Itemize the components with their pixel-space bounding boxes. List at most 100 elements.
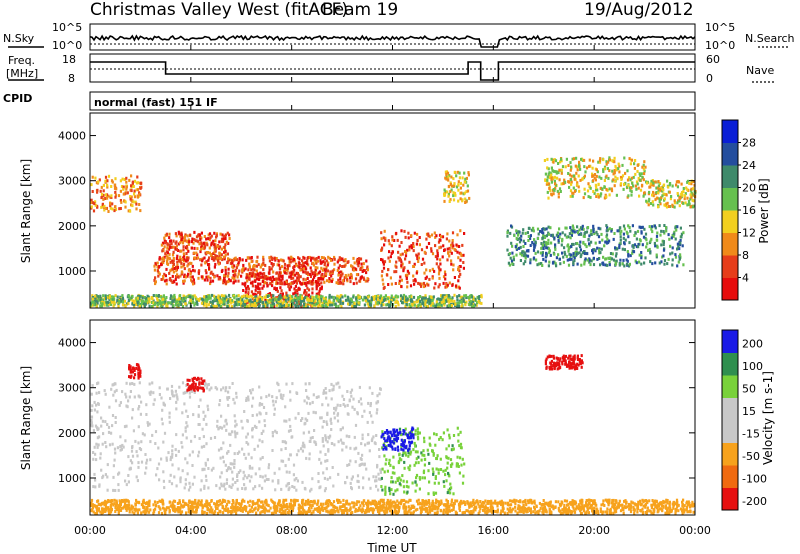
power-cell xyxy=(647,248,650,252)
power-cell xyxy=(288,299,291,303)
velocity-cell xyxy=(312,393,315,397)
velocity-cell xyxy=(371,437,374,441)
power-cell xyxy=(262,268,265,272)
power-cell xyxy=(106,179,109,183)
power-cell xyxy=(278,277,281,281)
power-cell xyxy=(242,268,245,272)
power-cell xyxy=(397,256,400,260)
velocity-cell xyxy=(215,387,219,391)
velocity-cell xyxy=(267,478,270,481)
velocity-cell xyxy=(271,399,275,403)
power-cell xyxy=(263,276,266,280)
power-cell xyxy=(289,274,292,278)
power-cell xyxy=(309,266,312,270)
power-cell xyxy=(223,299,226,303)
power-cell xyxy=(170,245,173,249)
power-cell xyxy=(138,192,141,196)
power-cell xyxy=(648,225,651,229)
power-cell xyxy=(352,295,355,299)
power-cell xyxy=(194,295,197,299)
velocity-cell xyxy=(258,385,261,389)
freq-tick-top: 18 xyxy=(62,53,76,66)
velocity-cell xyxy=(227,390,230,394)
velocity-cell xyxy=(169,473,172,477)
power-cell xyxy=(99,298,102,302)
power-cell xyxy=(457,301,460,305)
power-cell xyxy=(242,294,246,298)
power-cell xyxy=(180,303,183,306)
power-cell xyxy=(381,258,384,262)
power-cell xyxy=(468,303,471,306)
power-cell xyxy=(230,299,233,302)
power-cell xyxy=(102,294,105,298)
power-cell xyxy=(577,232,580,236)
power-cell xyxy=(547,167,550,171)
power-cell xyxy=(383,243,386,247)
power-cell xyxy=(519,252,522,256)
power-cell xyxy=(591,174,594,178)
velocity-cell xyxy=(237,471,240,474)
velocity-cell xyxy=(94,485,97,489)
power-cell xyxy=(406,269,409,273)
power-cell xyxy=(373,297,376,301)
power-cell xyxy=(390,294,393,298)
power-cell xyxy=(195,251,198,255)
power-cell xyxy=(179,255,182,259)
power-cell xyxy=(389,276,392,280)
velocity-cell xyxy=(337,381,340,385)
velocity-cell xyxy=(254,485,257,489)
power-cell xyxy=(293,258,296,261)
power-cell xyxy=(579,240,582,244)
power-cell xyxy=(188,261,191,265)
velocity-cell xyxy=(328,389,331,393)
velocity-cell xyxy=(265,395,268,399)
power-cell xyxy=(108,296,111,300)
velocity-cell xyxy=(420,451,423,455)
power-cell xyxy=(357,264,360,268)
velocity-cell xyxy=(292,463,296,467)
velocity-cell xyxy=(346,403,349,407)
power-cell xyxy=(251,284,254,288)
power-cell xyxy=(560,168,563,172)
velocity-cell xyxy=(367,477,371,481)
velocity-cell xyxy=(282,393,285,397)
power-cell xyxy=(445,175,448,179)
velocity-cell xyxy=(131,461,134,465)
power-cell xyxy=(114,208,118,211)
velocity-cell xyxy=(286,482,289,486)
velocity-cell xyxy=(160,417,163,421)
power-cell xyxy=(601,261,604,265)
power-cell xyxy=(302,255,305,259)
power-cell xyxy=(417,304,420,308)
power-cell xyxy=(342,279,345,283)
power-cell xyxy=(298,300,301,304)
velocity-cell xyxy=(121,390,124,394)
power-cell xyxy=(184,275,187,279)
power-cell xyxy=(365,259,368,263)
power-cell xyxy=(253,299,256,302)
power-cell xyxy=(247,277,250,280)
power-cell xyxy=(251,300,254,304)
power-cell xyxy=(628,186,631,190)
power-cell xyxy=(582,227,585,231)
power-cell xyxy=(177,242,180,246)
power-cell xyxy=(121,296,124,300)
power-cell xyxy=(288,271,291,275)
velocity-cell xyxy=(119,401,122,405)
power-cell xyxy=(189,275,192,279)
velocity-cell xyxy=(398,457,401,461)
power-cell xyxy=(152,299,155,303)
power-cell xyxy=(459,229,462,233)
power-cell xyxy=(592,227,595,231)
power-cell xyxy=(287,282,291,286)
power-cell xyxy=(223,294,226,298)
velocity-cell xyxy=(263,479,266,483)
velocity-cell xyxy=(326,413,329,416)
power-cell xyxy=(451,231,455,235)
power-cell xyxy=(560,243,563,247)
power-cell xyxy=(519,259,522,262)
power-cell xyxy=(111,207,114,211)
power-cell xyxy=(583,174,586,178)
power-cell xyxy=(101,298,104,302)
velocity-cell xyxy=(251,414,254,417)
